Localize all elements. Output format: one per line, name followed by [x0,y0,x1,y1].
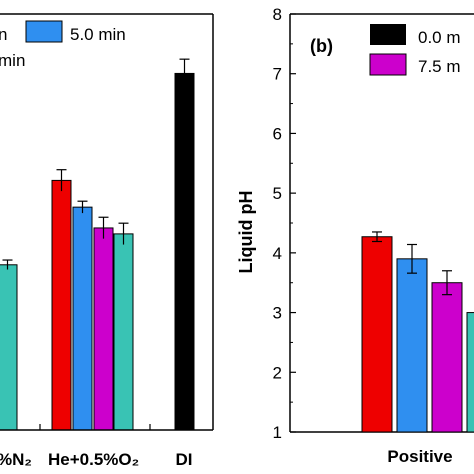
bar-a-0 [0,264,18,431]
panel-tag-b: (b) [310,36,333,56]
category-label-n2: %N₂ [0,450,32,469]
category-label-positive: Positive [387,447,452,466]
y-tick-label-b-7: 8 [273,5,282,24]
legend-b-label-1: 7.5 m [418,57,461,76]
y-tick-label-b-3: 4 [273,244,282,263]
bar-b-1 [396,258,428,433]
y-tick-label-b-5: 6 [273,124,282,143]
bar-a-1 [51,179,72,431]
panel-b-legend: 0.0 m 7.5 m [369,24,461,76]
y-tick-label-b-1: 2 [273,363,282,382]
y-tick-label-b-4: 5 [273,184,282,203]
legend-a-label-0: n [0,25,7,44]
y-tick-label-b-6: 7 [273,65,282,84]
panel-b-chart: 1 2 3 4 5 6 7 8 [273,5,474,442]
legend-b-swatch-0 [370,24,406,45]
bar-a-5 [174,72,195,431]
panel-a-category-labels: %N₂ He+0.5%O₂ DI [0,450,193,469]
category-label-di: DI [176,450,193,469]
bar-a-2 [72,206,93,431]
bar-b-0 [361,236,393,433]
legend-a-label-1: 5.0 min [70,25,126,44]
bar-a-4 [113,233,134,431]
legend-b-swatch-1 [369,53,407,76]
category-label-he-o2: He+0.5%O₂ [48,450,139,469]
bar-b-3 [466,312,474,433]
panel-a-legend: n 5.0 min min [0,20,126,70]
legend-a-swatch-1 [25,20,63,43]
bar-a-3 [93,227,114,431]
y-tick-label-b-2: 3 [273,304,282,323]
legend-b-label-0: 0.0 m [418,28,461,47]
panel-a-chart [0,13,214,431]
bar-b-2 [431,282,463,433]
y-axis-title-b: Liquid pH [236,191,256,274]
legend-a-label-2: min [0,51,25,70]
y-tick-label-b-0: 1 [273,423,282,442]
